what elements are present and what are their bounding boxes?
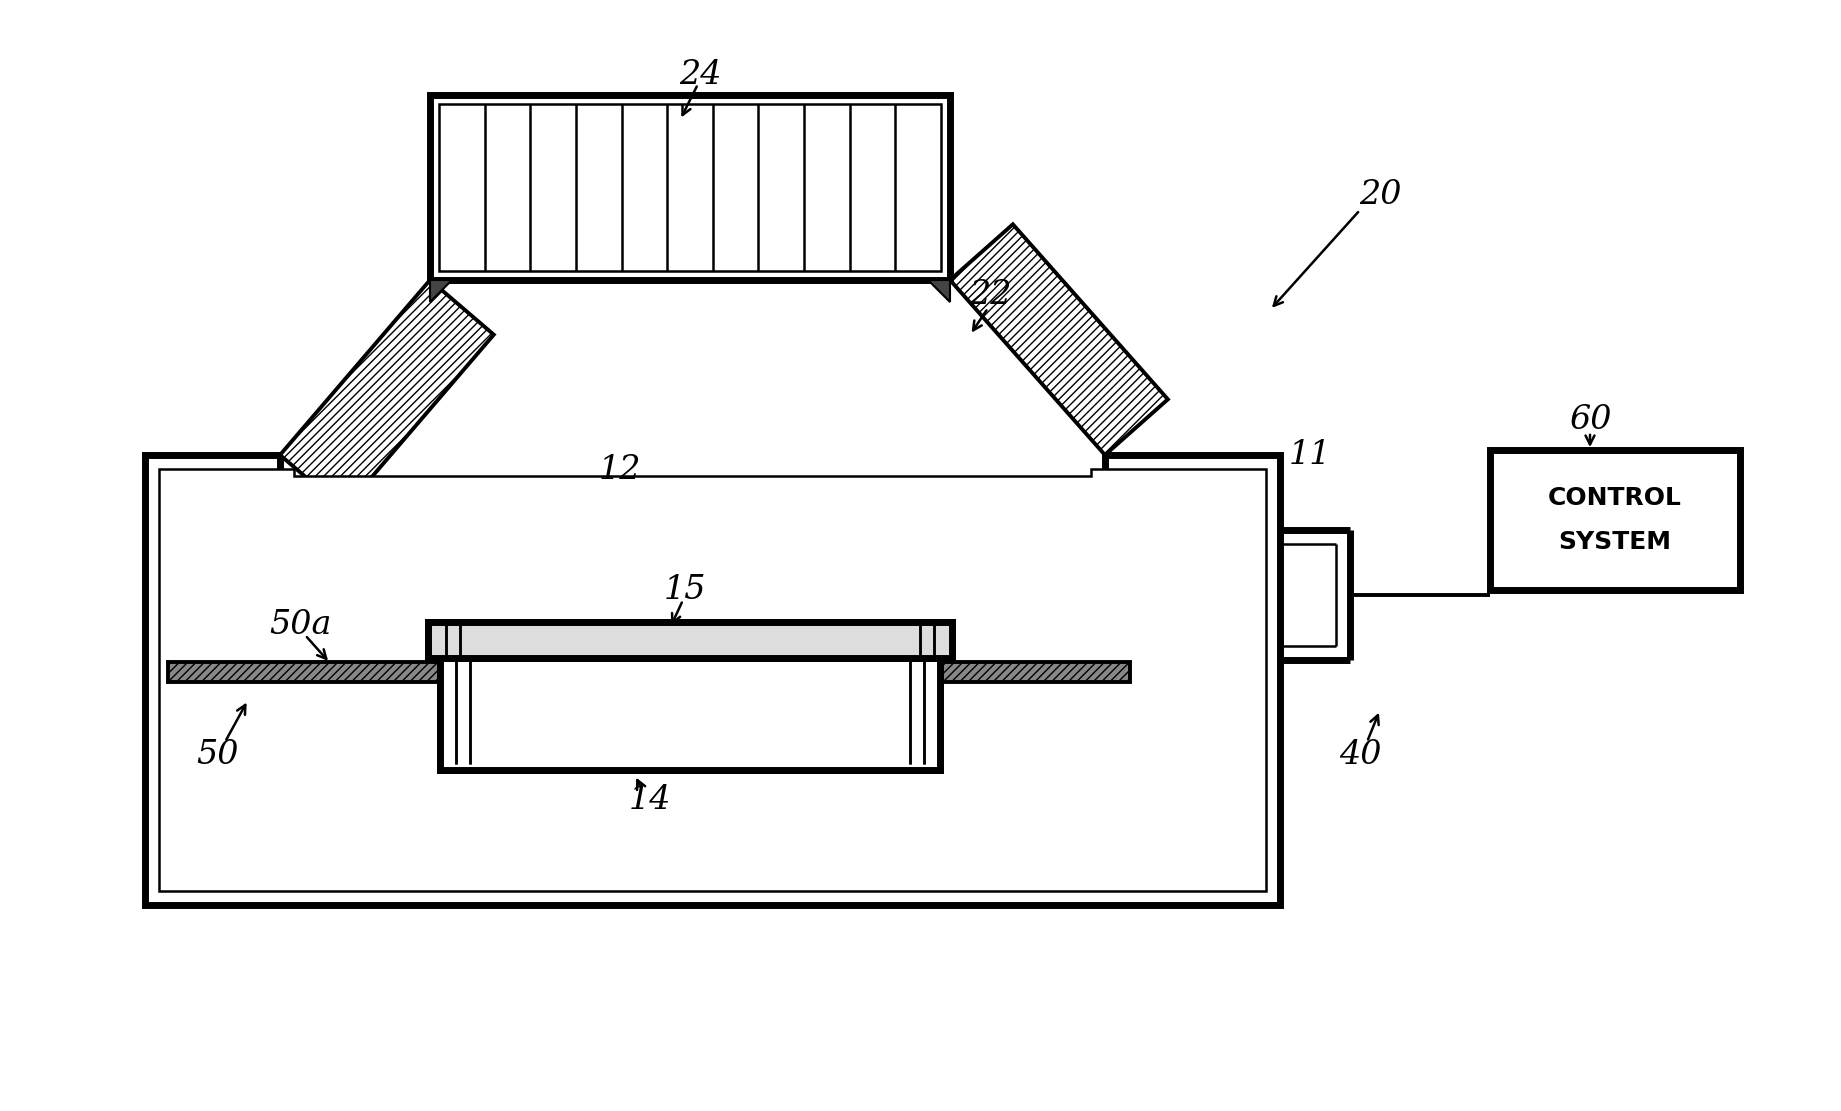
Text: 20: 20 (1359, 179, 1401, 211)
Polygon shape (950, 224, 1167, 456)
Polygon shape (928, 280, 950, 302)
Bar (440, 652, 941, 770)
Bar (168, 662, 1130, 682)
Bar (427, 622, 952, 658)
Bar (1489, 450, 1740, 590)
Text: SYSTEM: SYSTEM (1559, 530, 1672, 554)
Bar (431, 96, 950, 280)
Text: 40: 40 (1338, 739, 1381, 771)
Bar (440, 662, 941, 682)
Polygon shape (145, 456, 1279, 905)
Text: 24: 24 (679, 59, 722, 91)
Text: 14: 14 (630, 784, 672, 815)
Text: 50: 50 (197, 739, 239, 771)
Text: CONTROL: CONTROL (1548, 486, 1683, 510)
Text: 15: 15 (665, 574, 707, 605)
Polygon shape (431, 280, 453, 302)
Polygon shape (280, 280, 493, 510)
Text: 11: 11 (1289, 439, 1331, 471)
Text: 22: 22 (968, 279, 1011, 311)
Bar (427, 622, 952, 658)
Text: 12: 12 (598, 454, 641, 486)
Bar (440, 652, 941, 770)
Polygon shape (158, 469, 1267, 891)
Text: 50a: 50a (269, 609, 331, 641)
Bar (438, 104, 941, 271)
Text: 60: 60 (1569, 404, 1611, 436)
